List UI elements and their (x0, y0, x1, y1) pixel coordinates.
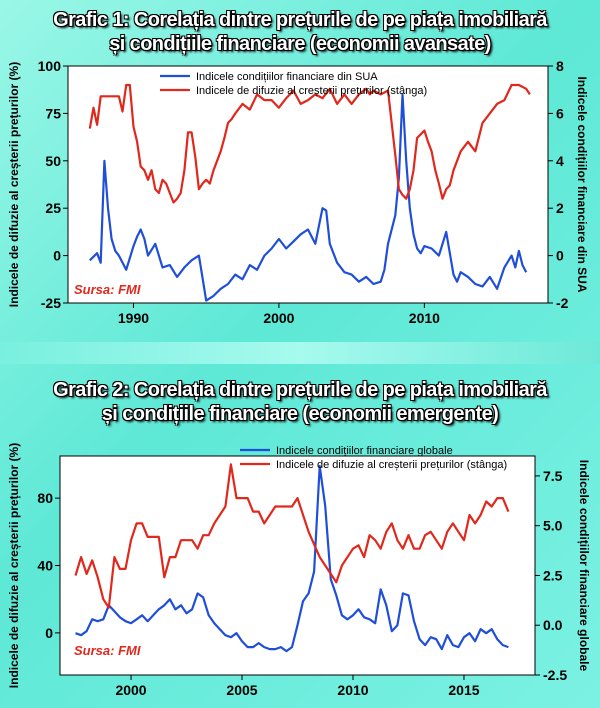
chart-2-title-line-2: și condițiile financiare (economii emerg… (101, 403, 499, 425)
chart-1-right-tick-label: 8 (556, 58, 564, 74)
chart-1-right-tick-label: 2 (556, 200, 564, 216)
panel-separator (0, 342, 600, 364)
chart-2-plot-area (59, 455, 536, 676)
chart-1-right-axis-title: Indicele condițiilor financiare din SUA (575, 76, 589, 292)
chart-1-series-line-price-diffusion (88, 83, 531, 204)
chart-2-x-tick-label: 2005 (226, 682, 257, 698)
chart-2-series-line-financial-conditions (75, 464, 509, 653)
chart-1-left-tick-label: 50 (45, 153, 61, 169)
chart-1-left-tick-label: -25 (41, 295, 61, 311)
chart-2-left-tick-label: 0 (45, 625, 53, 641)
chart-2-series-line-price-diffusion (74, 463, 510, 609)
chart-1-title-line-2: și condițiile financiare (economii avans… (109, 33, 491, 55)
chart-1-left-axis-title: Indicele de difuzie al creșterii prețuri… (7, 62, 21, 307)
chart-2-right-tick-label: 2.5 (543, 567, 563, 583)
chart-1-left-tick-label: 100 (38, 58, 62, 74)
chart-2-source-label: Sursa: FMI (74, 643, 141, 658)
chart-panel-1: Grafic 1: Corelația dintre prețurile de … (0, 0, 600, 342)
chart-1-title: Grafic 1: Corelația dintre prețurile de … (0, 8, 600, 56)
chart-1-right-tick-label: 4 (556, 153, 564, 169)
chart-2-left-tick-label: 80 (37, 490, 53, 506)
chart-1-left-tick-label: 0 (53, 248, 61, 264)
chart-panel-2: Grafic 2: Corelația dintre prețurile de … (0, 364, 600, 708)
chart-2-right-tick-label: -2.5 (543, 667, 567, 683)
chart-2-right-tick-label: 5.0 (543, 518, 563, 534)
chart-1-right-tick-label: -2 (556, 295, 569, 311)
chart-2-right-tick-label: 7.5 (543, 468, 563, 484)
chart-1-right-tick-label: 6 (556, 105, 564, 121)
chart-2-x-tick-label: 2015 (448, 682, 479, 698)
chart-1-title-line-1: Grafic 1: Corelația dintre prețurile de … (53, 9, 547, 31)
chart-1-x-tick-label: 2010 (409, 310, 440, 326)
chart-1-left-tick-label: 25 (45, 200, 61, 216)
chart-2-right-tick-label: 0.0 (543, 617, 563, 633)
chart-2-x-tick-label: 2000 (115, 682, 146, 698)
chart-1-legend-label: Indicele de difuzie al creșterii prețuri… (196, 85, 427, 97)
chart-2-plot: 0 40 80 -2.5 0.0 2.5 5.0 7.5 2000 2005 2010 2015 Ind… (7, 443, 591, 698)
chart-1-plot: -25 0 25 50 75 100 -2 0 2 4 6 8 1990 2000 2010 Indicele… (7, 58, 589, 326)
chart-1-source-label: Sursa: FMI (74, 282, 141, 297)
chart-2-right-axis-title: Indicele condițiilor financiare globale (577, 460, 591, 672)
chart-1-plot-area (67, 65, 549, 304)
chart-2-left-tick-label: 40 (37, 558, 53, 574)
chart-1-right-tick-label: 0 (556, 248, 564, 264)
chart-1-left-tick-label: 75 (45, 105, 61, 121)
chart-2-legend-label: Indicele de difuzie al creșterii prețuri… (276, 459, 507, 471)
chart-2-x-tick-label: 2010 (337, 682, 368, 698)
chart-1-legend-label: Indicele condițiilor financiare din SUA (196, 71, 378, 83)
chart-2-title-line-1: Grafic 2: Corelația dintre prețurile de … (53, 379, 547, 401)
chart-2-title: Grafic 2: Corelația dintre prețurile de … (0, 378, 600, 426)
chart-1-x-tick-label: 2000 (263, 310, 294, 326)
chart-2-legend-label: Indicele condițiilor financiare globale (276, 445, 453, 457)
chart-2-left-axis-title: Indicele de difuzie al creșterii prețuri… (7, 443, 21, 688)
chart-1-x-tick-label: 1990 (118, 310, 149, 326)
chart-1-series-line-financial-conditions (89, 93, 528, 302)
